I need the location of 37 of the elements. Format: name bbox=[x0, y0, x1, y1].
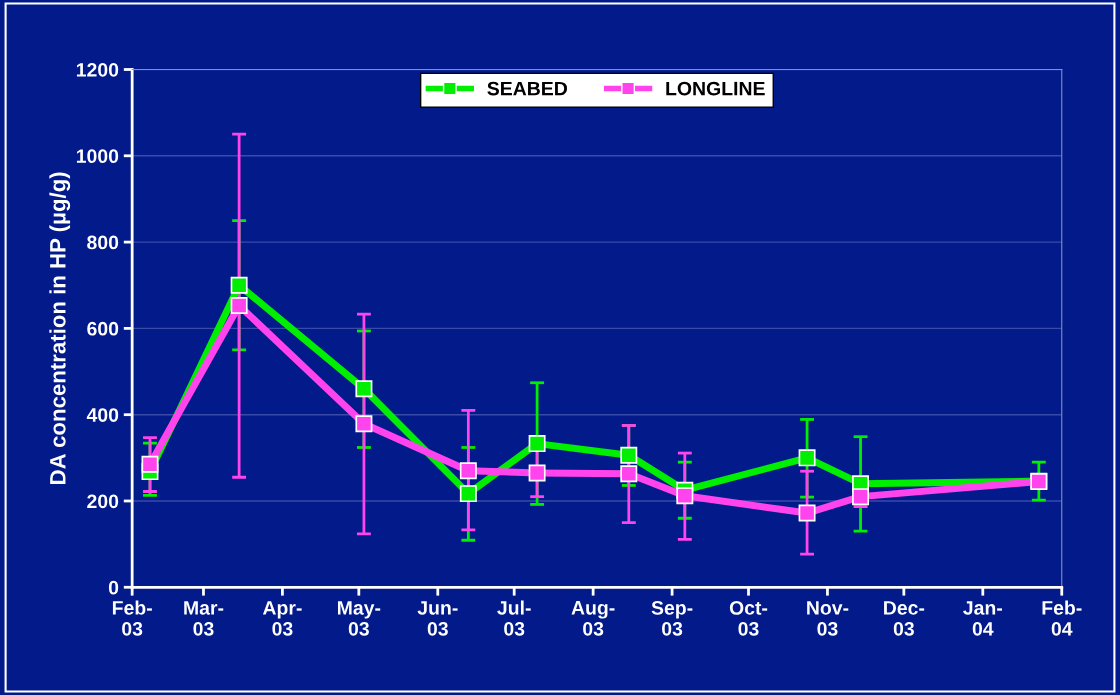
x-tick-label: Mar- 03 bbox=[184, 601, 224, 636]
point bbox=[355, 415, 373, 433]
x-tick-label: May- 03 bbox=[337, 601, 381, 636]
x-tick-label: Dec- 03 bbox=[884, 601, 925, 636]
point bbox=[528, 435, 546, 453]
point bbox=[798, 504, 816, 522]
y-tick-label: 1200 bbox=[76, 62, 119, 77]
point bbox=[141, 455, 159, 473]
point bbox=[620, 465, 638, 483]
point bbox=[230, 297, 248, 314]
point bbox=[459, 485, 477, 503]
legend-label: SEABED bbox=[487, 81, 567, 96]
x-tick-label: Nov- 03 bbox=[807, 601, 849, 636]
point bbox=[676, 487, 694, 505]
x-tick-label: Feb- 03 bbox=[112, 600, 152, 636]
x-tick-label: Jul- 03 bbox=[497, 600, 531, 636]
y-tick-label: 400 bbox=[86, 408, 119, 422]
y-tick-label: 800 bbox=[87, 235, 119, 250]
y-axis-title: DA concentration in HP (µg/g) bbox=[49, 172, 71, 484]
point bbox=[798, 449, 816, 467]
x-tick-label: Jun- 03 bbox=[417, 601, 458, 636]
x-tick-label: Jan- 04 bbox=[963, 601, 1003, 636]
x-tick-label: Oct- 03 bbox=[729, 600, 768, 636]
y-tick-label: 0 bbox=[108, 580, 119, 595]
x-tick-label: Aug- 03 bbox=[571, 601, 615, 636]
y-tick-label: 200 bbox=[87, 494, 119, 509]
x-tick-label: Sep- 03 bbox=[651, 600, 693, 636]
point bbox=[355, 380, 373, 398]
point bbox=[528, 464, 546, 482]
x-tick-label: Apr- 03 bbox=[262, 601, 302, 636]
point bbox=[459, 462, 477, 480]
legend-label: LONGLINE bbox=[666, 81, 765, 96]
y-tick-label: 600 bbox=[87, 321, 119, 336]
y-tick-label: 1000 bbox=[76, 149, 119, 164]
x-tick-label: Feb- 04 bbox=[1042, 600, 1082, 636]
point bbox=[230, 276, 248, 294]
point bbox=[620, 446, 638, 464]
